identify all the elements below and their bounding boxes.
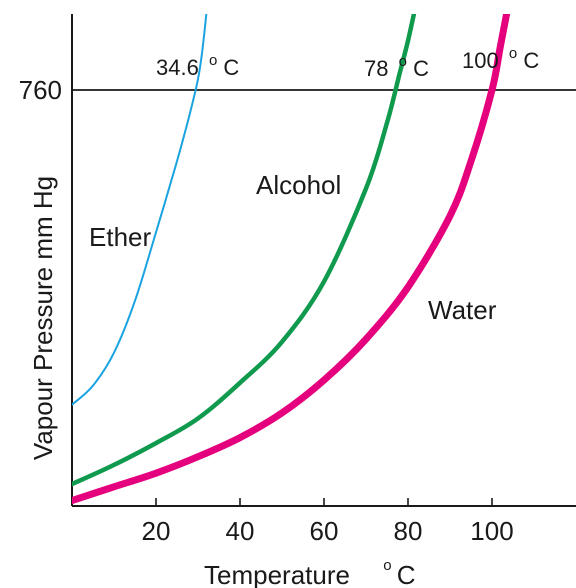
series-layer xyxy=(72,14,511,504)
x-tick-label-40: 40 xyxy=(226,516,255,546)
series-label-alcohol: Alcohol xyxy=(256,170,341,200)
bp-label-water: 100 o C xyxy=(462,38,539,73)
x-ticks: 20 40 60 80 100 xyxy=(142,498,514,546)
series-line-alcohol xyxy=(72,14,417,487)
series-label-water: Water xyxy=(428,295,497,325)
x-axis-title: Temperature o C xyxy=(204,546,416,588)
bp-label-alcohol: 78 o C xyxy=(364,46,429,81)
bp-label-ether: 34.6 o C xyxy=(156,45,239,80)
x-tick-label-20: 20 xyxy=(142,516,171,546)
series-label-ether: Ether xyxy=(89,222,151,252)
x-tick-label-80: 80 xyxy=(394,516,423,546)
x-tick-label-60: 60 xyxy=(310,516,339,546)
x-tick-label-100: 100 xyxy=(470,516,513,546)
y-axis-title: Vapour Pressure mm Hg xyxy=(28,176,58,460)
y-tick-label-760: 760 xyxy=(19,75,62,105)
series-line-water xyxy=(72,14,511,504)
series-line-ether xyxy=(72,14,208,406)
